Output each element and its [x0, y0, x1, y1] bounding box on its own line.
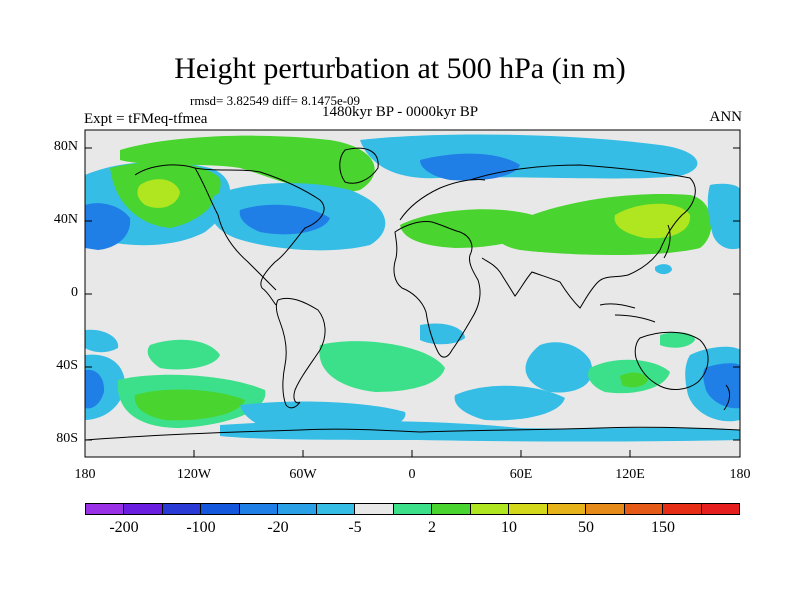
- colorbar: [85, 503, 740, 515]
- colorbar-label: -5: [348, 519, 362, 536]
- colorbar-label: -200: [109, 519, 139, 536]
- anomaly-region: [120, 135, 375, 193]
- colorbar-box: [86, 504, 125, 514]
- colorbar-box: [162, 504, 202, 514]
- anomaly-region: [147, 339, 220, 370]
- colorbar-box: [355, 504, 394, 514]
- colorbar-label: 10: [501, 519, 517, 536]
- x-tick-60e: 60E: [509, 467, 533, 482]
- plot-title: Height perturbation at 500 hPa (in m): [174, 52, 626, 85]
- season-label: ANN: [709, 109, 743, 125]
- y-tick-40n: 40N: [53, 212, 78, 227]
- colorbar-box: [624, 504, 664, 514]
- anomaly-region: [614, 203, 691, 239]
- colorbar-box: [663, 504, 702, 514]
- y-tick-80s: 80S: [56, 431, 78, 446]
- axis-ticks: [84, 147, 741, 457]
- colorbar-label: -20: [267, 519, 289, 536]
- anomaly-region: [420, 323, 465, 345]
- x-tick-0: 0: [408, 467, 416, 482]
- anomaly-region: [620, 372, 648, 388]
- colorbar-label: -100: [186, 519, 216, 536]
- anomaly-region: [220, 420, 740, 442]
- colorbar-box: [393, 504, 433, 514]
- y-tick-0: 0: [71, 285, 78, 300]
- colorbar-box: [201, 504, 240, 514]
- anomaly-region: [525, 342, 593, 393]
- colorbar-box: [432, 504, 471, 514]
- anomaly-region: [707, 183, 740, 250]
- colorbar-box: [239, 504, 279, 514]
- anomaly-region: [660, 332, 695, 348]
- anomaly-region: [137, 179, 180, 208]
- colorbar-box: [278, 504, 317, 514]
- colorbar-box: [586, 504, 625, 514]
- anomaly-contours: [85, 134, 740, 442]
- coastlines: [84, 147, 741, 441]
- y-tick-80n: 80N: [53, 139, 78, 154]
- anomaly-region: [703, 363, 740, 409]
- period-label: 1480kyr BP - 0000kyr BP: [322, 104, 479, 120]
- anomaly-region: [655, 264, 672, 275]
- colorbar-box: [316, 504, 356, 514]
- stats-text: rmsd= 3.82549 diff= 8.1475e-09: [190, 93, 361, 108]
- x-tick-180e: 180: [729, 467, 751, 482]
- colorbar-box: [547, 504, 587, 514]
- anomaly-region: [85, 203, 131, 250]
- colorbar-box: [470, 504, 510, 514]
- colorbar-label: 50: [578, 519, 594, 536]
- colorbar-box: [509, 504, 548, 514]
- x-tick-120w: 120W: [176, 467, 212, 482]
- anomaly-region: [85, 369, 105, 409]
- anomaly-region: [420, 153, 520, 181]
- anomaly-region: [134, 389, 245, 421]
- colorbar-box: [124, 504, 163, 514]
- y-tick-40s: 40S: [56, 358, 78, 373]
- colorbar-box: [701, 504, 739, 514]
- experiment-label: Expt = tFMeq-tfmea: [84, 111, 208, 127]
- x-tick-120e: 120E: [615, 467, 645, 482]
- anomaly-region: [319, 341, 445, 392]
- x-tick-180w: 180: [74, 467, 96, 482]
- colorbar-label: 2: [428, 519, 436, 536]
- anomaly-region: [454, 385, 565, 421]
- x-tick-60w: 60W: [289, 467, 317, 482]
- colorbar-label: 150: [651, 519, 675, 536]
- anomaly-region: [85, 329, 119, 353]
